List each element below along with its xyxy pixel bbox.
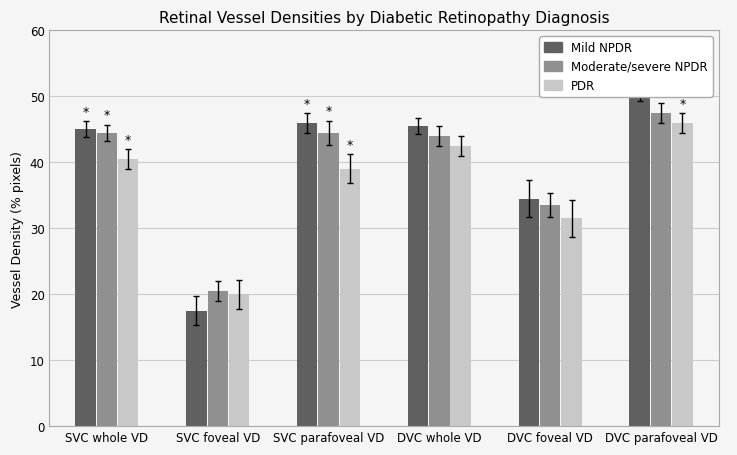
Text: *: * <box>680 97 685 110</box>
Bar <box>340 170 360 426</box>
Text: *: * <box>304 97 310 110</box>
Text: *: * <box>125 133 131 147</box>
Bar <box>651 114 671 426</box>
Bar <box>429 136 450 426</box>
Bar <box>97 133 117 426</box>
Legend: Mild NPDR, Moderate/severe NPDR, PDR: Mild NPDR, Moderate/severe NPDR, PDR <box>539 37 713 97</box>
Bar <box>408 127 428 426</box>
Bar <box>450 147 471 426</box>
Bar <box>519 199 539 426</box>
Title: Retinal Vessel Densities by Diabetic Retinopathy Diagnosis: Retinal Vessel Densities by Diabetic Ret… <box>158 11 609 26</box>
Text: *: * <box>347 139 353 152</box>
Bar <box>562 219 581 426</box>
Bar <box>540 206 560 426</box>
Text: *: * <box>104 109 110 122</box>
Bar <box>318 133 339 426</box>
Bar <box>208 291 228 426</box>
Bar <box>186 311 206 426</box>
Y-axis label: Vessel Density (% pixels): Vessel Density (% pixels) <box>11 151 24 307</box>
Bar <box>629 94 650 426</box>
Text: *: * <box>83 106 88 119</box>
Bar <box>118 160 139 426</box>
Text: *: * <box>326 105 332 118</box>
Bar <box>229 294 249 426</box>
Bar <box>672 123 693 426</box>
Text: *: * <box>658 87 664 101</box>
Bar <box>297 123 318 426</box>
Bar <box>75 130 96 426</box>
Text: *: * <box>637 70 643 83</box>
